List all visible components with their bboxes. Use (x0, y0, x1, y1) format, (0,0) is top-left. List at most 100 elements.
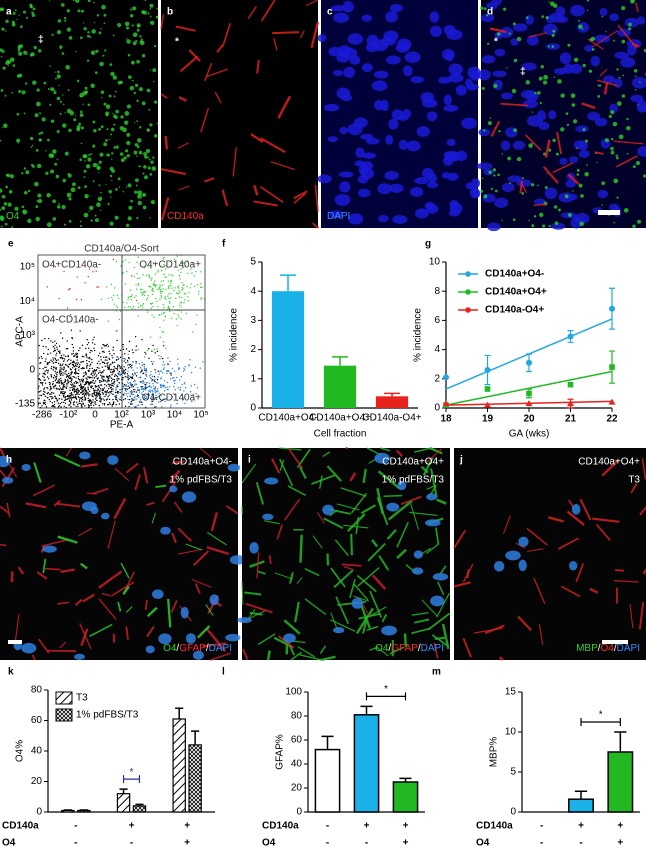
event-dot (88, 406, 89, 407)
event-dot (192, 331, 193, 332)
event-dot (131, 296, 132, 297)
event-dot (104, 403, 105, 404)
nucleus (584, 45, 593, 52)
cell-signal (546, 16, 549, 19)
event-dot (111, 391, 112, 392)
event-dot (91, 407, 92, 408)
event-dot (72, 364, 73, 365)
cell-signal (31, 7, 33, 9)
event-dot (67, 308, 68, 309)
nucleus (324, 104, 340, 111)
cell-signal (48, 88, 50, 90)
event-dot (161, 314, 162, 315)
event-dot (116, 356, 117, 357)
event-dot (120, 357, 121, 358)
cell-signal (109, 95, 112, 98)
event-dot (111, 369, 112, 370)
event-dot (201, 297, 202, 298)
event-dot (70, 363, 71, 364)
event-dot (99, 391, 100, 392)
event-dot (58, 351, 59, 352)
cell-signal (577, 173, 580, 176)
nucleus (348, 123, 363, 135)
cell-signal (549, 225, 551, 227)
event-dot (157, 289, 158, 290)
event-dot (81, 405, 82, 406)
event-dot (105, 366, 106, 367)
bar (117, 794, 129, 812)
event-dot (51, 392, 52, 393)
event-dot (92, 339, 93, 340)
event-dot (110, 372, 111, 373)
nucleus (377, 183, 391, 194)
event-dot (132, 369, 133, 370)
nucleus (403, 65, 412, 76)
cell-signal (585, 140, 588, 143)
event-dot (200, 367, 201, 368)
error-bar (280, 275, 296, 291)
nucleus (579, 150, 590, 158)
event-dot (69, 387, 70, 388)
event-dot (50, 388, 51, 389)
cell-signal (93, 163, 97, 167)
event-dot (69, 396, 70, 397)
cell-signal (546, 173, 547, 174)
event-dot (114, 287, 115, 288)
cell-signal (156, 16, 159, 19)
y-axis-label: O4% (15, 740, 26, 762)
event-dot (141, 368, 142, 369)
event-dot (103, 370, 104, 371)
event-dot (111, 355, 112, 356)
cell-signal (16, 113, 19, 116)
event-dot (92, 368, 93, 369)
event-dot (73, 347, 74, 348)
event-dot (159, 358, 160, 359)
panel-caption: O4/GFAP/DAPI (163, 643, 232, 654)
error-bar (332, 357, 348, 366)
event-dot (161, 297, 162, 298)
event-dot (52, 405, 53, 406)
event-dot (60, 392, 61, 393)
event-dot (58, 379, 59, 380)
point (568, 382, 574, 388)
event-dot (100, 396, 101, 397)
nucleus (74, 654, 85, 660)
x-tick-label: + (617, 821, 623, 832)
event-dot (164, 364, 165, 365)
nucleus (339, 181, 350, 192)
process (351, 534, 352, 555)
event-dot (84, 394, 85, 395)
x-tick-label: 0 (92, 410, 98, 421)
event-dot (111, 405, 112, 406)
event-dot (200, 298, 201, 299)
event-dot (112, 388, 113, 389)
event-dot (104, 400, 105, 401)
cell-signal (113, 114, 117, 118)
event-dot (134, 276, 135, 277)
event-dot (169, 386, 170, 387)
event-dot (53, 369, 54, 370)
y-tick-label: 0 (250, 403, 256, 414)
event-dot (134, 391, 135, 392)
cell-signal (97, 14, 99, 16)
cell-signal (513, 218, 516, 221)
nucleus (521, 90, 536, 99)
event-dot (53, 366, 54, 367)
panel-caption: O4/GFAP/DAPI (375, 643, 444, 654)
nucleus (466, 84, 478, 91)
cell-signal (521, 192, 524, 195)
cell-signal (21, 172, 23, 174)
event-dot (109, 402, 110, 403)
bar (569, 799, 593, 812)
y-axis-label: % incidence (413, 308, 424, 362)
event-dot (41, 358, 42, 359)
event-dot (200, 287, 201, 288)
event-dot (44, 387, 45, 388)
event-dot (148, 390, 149, 391)
nucleus (569, 561, 577, 571)
event-dot (91, 359, 92, 360)
cell-signal (50, 170, 54, 174)
y-tick-label: 80 (31, 685, 43, 696)
cell-signal (50, 87, 54, 91)
cell-signal (110, 72, 114, 76)
